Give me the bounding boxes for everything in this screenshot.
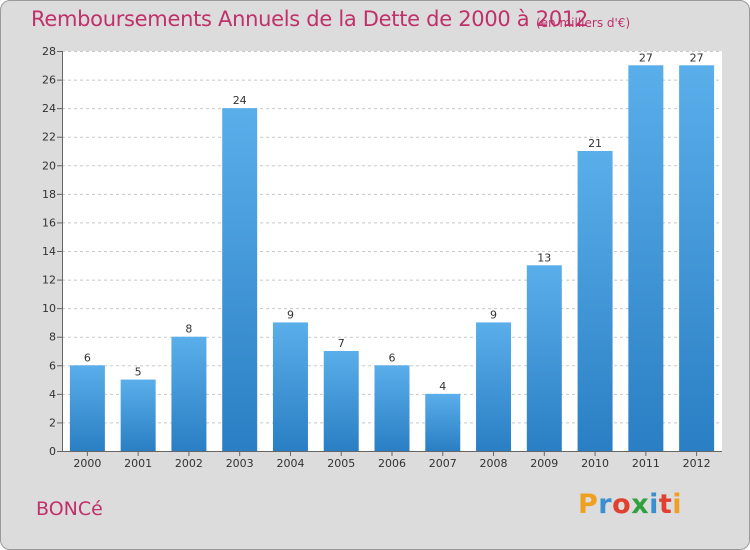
commune-name: BONCé [36, 498, 103, 520]
logo-letter: i [672, 489, 683, 520]
logo-letter: r [598, 489, 613, 520]
logo-letter: i [649, 489, 659, 520]
data-label: 5 [135, 366, 142, 379]
x-tick-label: 2011 [632, 457, 660, 470]
x-tick-label: 2001 [124, 457, 152, 470]
data-label: 27 [639, 51, 653, 64]
logo-letter: x [631, 489, 650, 520]
bar-2004 [272, 322, 308, 451]
chart-title: Remboursements Annuels de la Dette de 20… [31, 7, 588, 31]
y-tick-label: 22 [42, 131, 56, 144]
x-tick-label: 2009 [530, 457, 558, 470]
x-tick-label: 2010 [581, 457, 609, 470]
x-tick-label: 2008 [480, 457, 508, 470]
bar-2010 [577, 151, 613, 451]
y-tick-label: 26 [42, 74, 56, 87]
bars [69, 65, 715, 452]
bar-2007 [425, 393, 461, 451]
bar-2002 [171, 336, 207, 451]
x-tick-label: 2002 [175, 457, 203, 470]
data-label: 7 [338, 337, 345, 350]
bar-2011 [628, 65, 664, 452]
data-label: 21 [588, 137, 602, 150]
y-tick-label: 18 [42, 188, 56, 201]
data-label: 8 [185, 323, 192, 336]
y-tick-label: 10 [42, 302, 56, 315]
y-tick-label: 8 [49, 331, 56, 344]
x-tick-label: 2005 [327, 457, 355, 470]
y-tick-label: 28 [42, 45, 56, 58]
x-tick-label: 2000 [73, 457, 101, 470]
y-tick-label: 14 [42, 245, 56, 258]
x-tick-label: 2004 [276, 457, 304, 470]
logo-letter: P [578, 489, 599, 520]
data-label: 24 [233, 94, 247, 107]
y-tick-label: 20 [42, 159, 56, 172]
bar-2001 [120, 379, 156, 451]
bar-2008 [476, 322, 512, 451]
data-label: 9 [490, 308, 497, 321]
data-label: 9 [287, 308, 294, 321]
data-labels: 6 5 8 24 9 7 6 4 9 13 21 27 27 [84, 51, 704, 393]
y-tick-label: 0 [49, 445, 56, 458]
data-label: 4 [439, 380, 446, 393]
proxiti-logo[interactable]: Proxiti [578, 489, 682, 520]
x-tick-label: 2003 [226, 457, 254, 470]
x-tick-label: 2006 [378, 457, 406, 470]
data-label: 13 [537, 251, 551, 264]
data-label: 27 [690, 51, 704, 64]
bar-2012 [679, 65, 715, 452]
bar-2009 [526, 265, 562, 451]
logo-letter: o [612, 489, 632, 520]
y-tick-label: 6 [49, 359, 56, 372]
logo-letter: t [658, 489, 673, 520]
x-tick-label: 2007 [429, 457, 457, 470]
x-tick-label: 2012 [683, 457, 711, 470]
y-tick-label: 16 [42, 216, 56, 229]
y-tick-label: 24 [42, 102, 56, 115]
bar-2006 [374, 365, 410, 451]
data-label: 6 [84, 351, 91, 364]
chart-subtitle: (en milliers d'€) [536, 16, 631, 30]
bar-2005 [323, 351, 359, 451]
y-tick-label: 2 [49, 416, 56, 429]
bar-2000 [69, 365, 105, 451]
data-label: 6 [389, 351, 396, 364]
bar-2003 [222, 108, 258, 452]
y-tick-label: 12 [42, 274, 56, 287]
y-tick-label: 4 [49, 388, 56, 401]
